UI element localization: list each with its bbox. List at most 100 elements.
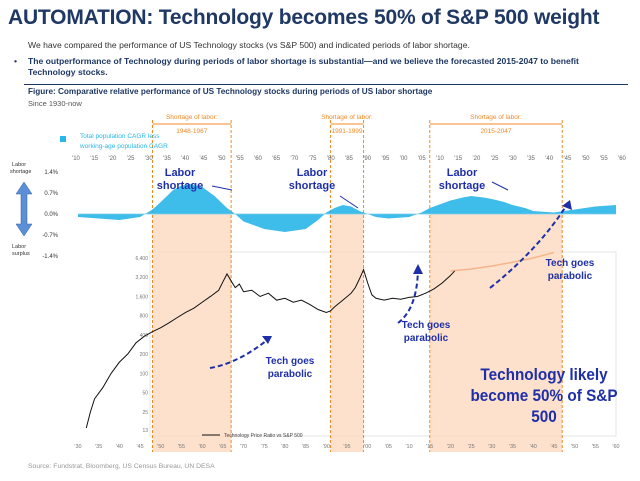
shortage-label: 1948-1967 — [176, 128, 207, 135]
top-axis-tick: '55 — [600, 156, 608, 162]
top-y-tick: 0.7% — [44, 191, 58, 197]
price-y-tick: 400 — [140, 333, 149, 339]
shortage-annotation: shortage — [289, 180, 335, 192]
top-axis-tick: '85 — [345, 156, 353, 162]
top-axis-tick: '25 — [127, 156, 135, 162]
top-axis-tick: '45 — [563, 156, 571, 162]
top-axis-tick: '50 — [218, 156, 226, 162]
price-line — [85, 268, 455, 429]
shortage-annotation: shortage — [157, 180, 203, 192]
top-axis-tick: '75 — [309, 156, 317, 162]
top-axis-tick: '30 — [509, 156, 517, 162]
price-y-tick: 6,400 — [135, 256, 148, 262]
top-y-tick: -1.4% — [42, 254, 58, 260]
price-x-tick: '70 — [240, 444, 247, 450]
price-x-tick: '50 — [571, 444, 578, 450]
price-x-tick: '40 — [530, 444, 537, 450]
shortage-label: Shortage of labor: — [166, 114, 218, 121]
parabolic-arrow — [397, 265, 419, 324]
price-x-tick: '35 — [509, 444, 516, 450]
top-y-tick: 0.0% — [44, 212, 58, 218]
axis-label-surplus: Labor — [12, 244, 26, 250]
price-y-tick: 50 — [142, 391, 148, 397]
top-axis-tick: '35 — [163, 156, 171, 162]
price-x-tick: '50 — [157, 444, 164, 450]
shortage-label: 1991-1999 — [331, 128, 362, 135]
bullet-icon: • — [14, 56, 18, 66]
top-axis-tick: '20 — [472, 156, 480, 162]
shortage-annotation: shortage — [439, 180, 485, 192]
price-y-tick: 25 — [142, 410, 148, 416]
figure-title: Figure: Comparative relative performance… — [28, 87, 433, 96]
price-x-tick: '95 — [343, 444, 350, 450]
top-axis-tick: '65 — [272, 156, 280, 162]
top-axis-tick: '95 — [381, 156, 389, 162]
price-y-tick: 100 — [140, 371, 149, 377]
divider — [24, 84, 628, 85]
top-axis-tick: '15 — [90, 156, 98, 162]
parabolic-annotation: parabolic — [404, 333, 449, 344]
shortage-band — [429, 214, 563, 452]
annotation-pointer — [211, 185, 233, 191]
shortage-band — [152, 214, 232, 452]
top-axis-tick: '70 — [290, 156, 298, 162]
page-title: AUTOMATION: Technology becomes 50% of S&… — [8, 6, 600, 29]
source-note: Source: Fundstrat, Bloomberg, US Census … — [28, 463, 215, 470]
double-arrow-icon — [15, 181, 33, 237]
price-x-tick: '40 — [116, 444, 123, 450]
big-annotation: Technology likely become 50% of S&P 500 — [470, 365, 618, 426]
legend-label: working-age population CAGR — [79, 143, 168, 150]
arrow-head-icon — [413, 264, 423, 274]
price-x-tick: '85 — [302, 444, 309, 450]
top-axis-tick: '00 — [400, 156, 408, 162]
top-axis-tick: '80 — [327, 156, 335, 162]
parabolic-annotation: Tech goes — [402, 320, 451, 331]
price-x-tick: '10 — [405, 444, 412, 450]
price-x-tick: '30 — [74, 444, 81, 450]
shortage-annotation: Labor — [165, 167, 196, 179]
price-x-tick: '30 — [488, 444, 495, 450]
price-y-tick: 800 — [140, 314, 149, 320]
key-point-text: The outperformance of Technology during … — [28, 56, 579, 77]
chart: Shortage of labor: 1948-1967 Shortage of l… — [10, 114, 627, 452]
price-legend-label: Technology Price Ratio vs S&P 500 — [224, 433, 303, 439]
forecast-curve — [450, 251, 555, 272]
cagr-area — [78, 184, 616, 232]
price-x-tick: '75 — [261, 444, 268, 450]
top-axis-tick: '30 — [145, 156, 153, 162]
annotation-pointer — [491, 181, 509, 191]
price-x-tick: '05 — [385, 444, 392, 450]
axis-label-shortage: shortage — [10, 169, 31, 175]
parabolic-arrow — [209, 335, 273, 369]
top-axis-tick: '60 — [618, 156, 626, 162]
top-axis-tick: '25 — [491, 156, 499, 162]
shortage-label: Shortage of labor: — [470, 114, 522, 121]
parabolic-arrow — [489, 202, 569, 289]
top-axis-tick: '45 — [199, 156, 207, 162]
price-x-tick: '90 — [323, 444, 330, 450]
top-axis-tick: '35 — [527, 156, 535, 162]
price-x-tick: '65 — [219, 444, 226, 450]
parabolic-annotation: Tech goes — [546, 258, 595, 269]
top-axis-tick: '20 — [108, 156, 116, 162]
subtitle: We have compared the performance of US T… — [28, 40, 470, 50]
price-x-tick: '55 — [592, 444, 599, 450]
price-x-tick: '45 — [550, 444, 557, 450]
top-axis-tick: '40 — [181, 156, 189, 162]
axis-label-surplus: surplus — [12, 251, 30, 257]
price-panel-frame — [149, 251, 617, 437]
price-y-tick: 1,600 — [135, 294, 148, 300]
price-x-tick: '00 — [364, 444, 371, 450]
top-axis-tick: '60 — [254, 156, 262, 162]
price-x-tick: '35 — [95, 444, 102, 450]
top-axis-tick: '15 — [454, 156, 462, 162]
price-x-tick: '55 — [178, 444, 185, 450]
shortage-band — [330, 214, 364, 452]
annotation-pointer — [339, 195, 359, 209]
price-x-tick: '60 — [612, 444, 619, 450]
top-axis-tick: '90 — [363, 156, 371, 162]
axis-label-shortage: Labor — [12, 162, 26, 168]
arrow-head-icon — [562, 200, 572, 210]
shortage-label: 2015-2047 — [480, 128, 511, 135]
price-y-tick: 3,200 — [135, 275, 148, 281]
